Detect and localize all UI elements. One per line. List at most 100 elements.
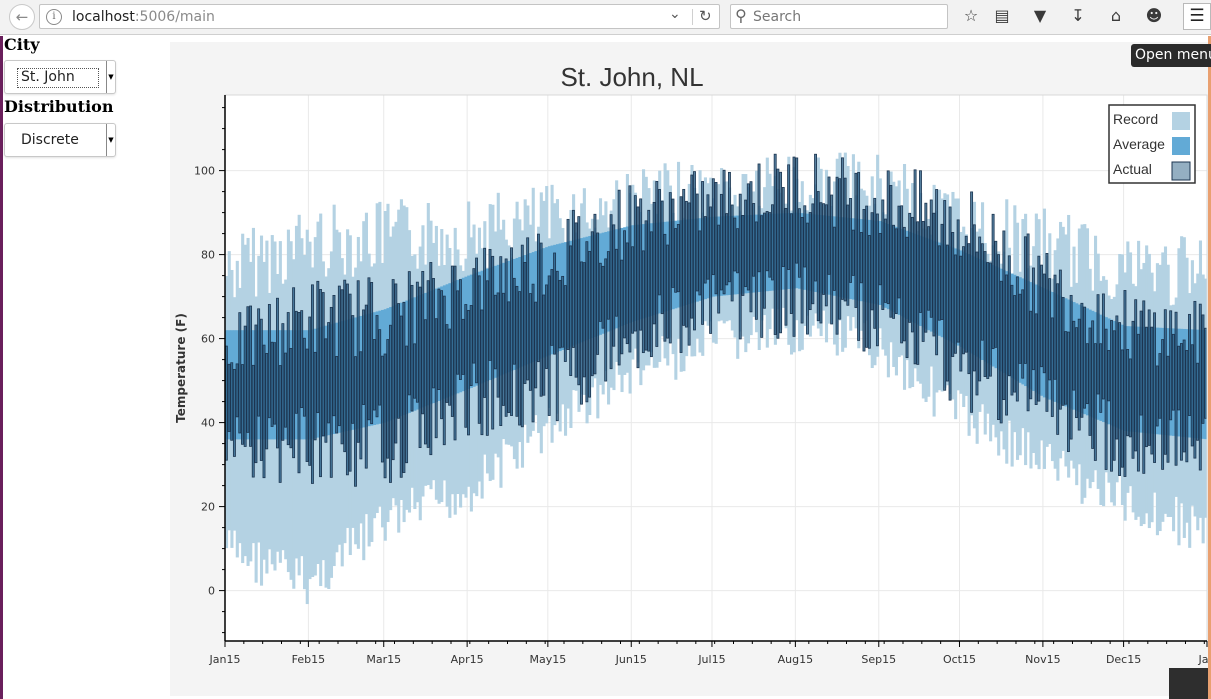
actual-bar bbox=[254, 324, 258, 464]
back-button[interactable]: ← bbox=[9, 4, 35, 30]
actual-bar bbox=[706, 194, 710, 280]
actual-bar bbox=[900, 205, 904, 344]
actual-bar bbox=[849, 198, 852, 283]
actual-bar bbox=[615, 248, 618, 317]
actual-bar bbox=[719, 193, 723, 291]
home-icon[interactable]: ⌂ bbox=[1110, 6, 1122, 25]
actual-bar bbox=[518, 291, 522, 426]
actual-bar bbox=[235, 363, 239, 418]
plot-panel: 0 20 40 60 80 100 Jan15 Feb15 Mar15 Apr15 May15 Jun… bbox=[170, 42, 1208, 696]
actual-bar bbox=[1056, 283, 1060, 435]
actual-bar bbox=[1064, 331, 1068, 405]
resize-corner[interactable] bbox=[1169, 668, 1208, 699]
actual-bar bbox=[585, 241, 589, 403]
reading-list-icon[interactable]: ▤ bbox=[994, 6, 1010, 25]
actual-bar bbox=[663, 233, 667, 342]
hamburger-menu-icon[interactable]: ☰ bbox=[1183, 3, 1211, 30]
chat-icon[interactable]: ☻ bbox=[1145, 6, 1163, 25]
actual-bar bbox=[528, 293, 532, 391]
y-tick-label: 0 bbox=[208, 585, 215, 598]
actual-bar bbox=[636, 206, 640, 369]
actual-bar bbox=[504, 258, 508, 417]
actual-bar bbox=[674, 228, 678, 293]
dropdown-arrow-icon[interactable]: ▼ bbox=[106, 61, 115, 93]
reload-icon[interactable]: ↻ bbox=[699, 7, 712, 25]
actual-bar bbox=[561, 275, 565, 348]
chevron-down-icon[interactable]: ⌄ bbox=[669, 6, 681, 22]
dropdown-arrow-icon[interactable]: ▼ bbox=[106, 124, 115, 156]
search-input[interactable]: ⚲ Search bbox=[730, 4, 948, 29]
actual-bar bbox=[854, 172, 858, 308]
actual-bar bbox=[924, 202, 928, 333]
actual-bar bbox=[480, 309, 484, 436]
actual-bar bbox=[448, 328, 452, 406]
actual-bar bbox=[574, 222, 578, 378]
actual-bar bbox=[948, 206, 952, 401]
actual-bar bbox=[553, 252, 557, 355]
actual-bar bbox=[1040, 264, 1043, 368]
actual-bar bbox=[496, 292, 500, 398]
actual-bar bbox=[397, 303, 400, 419]
city-select-value: St. John bbox=[21, 69, 75, 85]
actual-bar bbox=[488, 248, 492, 361]
actual-bar bbox=[270, 341, 274, 427]
url-bar[interactable]: i localhost:5006/main ⌄ ↻ bbox=[39, 4, 720, 29]
actual-bar bbox=[251, 364, 255, 478]
actual-bar bbox=[1169, 310, 1173, 421]
actual-bar bbox=[399, 315, 403, 478]
actual-bar bbox=[1002, 230, 1006, 400]
actual-bar bbox=[1101, 293, 1105, 400]
actual-bar bbox=[644, 220, 648, 351]
download-icon[interactable]: ↧ bbox=[1071, 6, 1085, 25]
actual-bar bbox=[1190, 344, 1194, 447]
actual-bar bbox=[1045, 253, 1049, 412]
actual-bar bbox=[472, 268, 476, 364]
actual-bar bbox=[919, 170, 922, 313]
window-right-edge bbox=[1208, 36, 1211, 699]
actual-bar bbox=[243, 325, 247, 447]
actual-bar bbox=[824, 204, 828, 307]
actual-bar bbox=[1042, 273, 1046, 374]
actual-bar bbox=[1021, 289, 1025, 379]
info-icon[interactable]: i bbox=[46, 9, 62, 25]
actual-bar bbox=[265, 353, 269, 450]
actual-bar bbox=[684, 200, 688, 328]
actual-bar bbox=[1010, 284, 1014, 396]
actual-bar bbox=[520, 244, 524, 428]
distribution-select[interactable]: Discrete ▼ bbox=[4, 123, 116, 157]
focus-outline bbox=[17, 68, 99, 88]
actual-bar bbox=[332, 295, 336, 417]
actual-bar bbox=[563, 285, 567, 362]
actual-bar bbox=[232, 368, 236, 457]
actual-bar bbox=[1032, 267, 1035, 371]
actual-bar bbox=[744, 199, 748, 288]
actual-bar bbox=[787, 164, 791, 270]
actual-bar bbox=[364, 304, 368, 469]
actual-bar bbox=[1179, 343, 1183, 461]
bookmark-star-icon[interactable]: ☆ bbox=[963, 6, 979, 25]
actual-bar bbox=[773, 153, 777, 335]
actual-bar bbox=[679, 196, 683, 353]
actual-bar bbox=[827, 176, 831, 275]
actual-bar bbox=[510, 247, 513, 416]
actual-bar bbox=[881, 199, 885, 310]
x-tick-label: Dec15 bbox=[1106, 653, 1141, 666]
actual-bar bbox=[628, 185, 632, 353]
actual-bar bbox=[800, 217, 804, 324]
actual-bar bbox=[760, 215, 764, 338]
actual-bar bbox=[741, 215, 745, 296]
actual-bar bbox=[878, 233, 882, 286]
x-tick-label: Oct15 bbox=[943, 653, 976, 666]
x-tick-label: Aug15 bbox=[778, 653, 813, 666]
city-select[interactable]: St. John ▼ bbox=[4, 60, 116, 94]
pocket-icon[interactable]: ▼ bbox=[1033, 6, 1047, 25]
actual-bar bbox=[386, 339, 390, 459]
actual-bar bbox=[456, 290, 460, 375]
actual-bar bbox=[822, 203, 826, 295]
actual-bar bbox=[1193, 300, 1197, 459]
actual-bar bbox=[604, 258, 608, 382]
actual-bar bbox=[294, 310, 298, 414]
actual-bar bbox=[1053, 274, 1057, 380]
actual-bar bbox=[832, 226, 836, 291]
actual-bar bbox=[875, 213, 879, 347]
